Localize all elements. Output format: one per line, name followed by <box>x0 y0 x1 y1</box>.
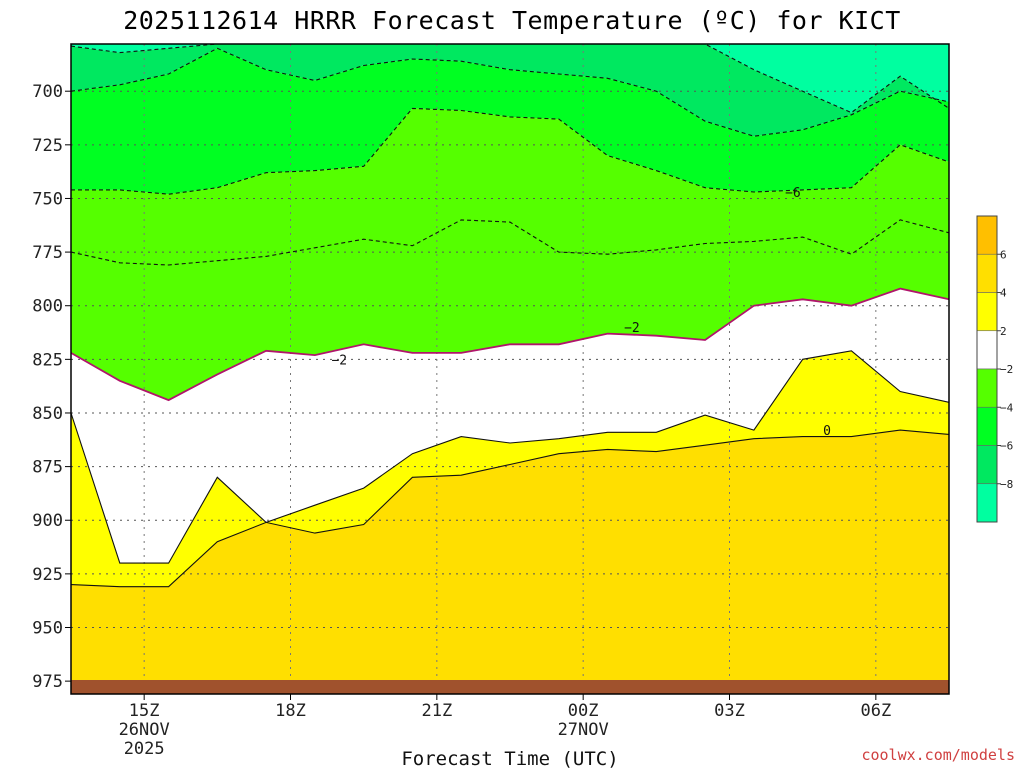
y-axis: 700 725 750 775 800 825 850 875 900 925 950 975 <box>32 82 71 692</box>
credit-link[interactable]: coolwx.com/models <box>861 746 1015 764</box>
y-tick-label-825: 825 <box>32 350 63 370</box>
colorbar-swatch-0 <box>976 215 998 255</box>
isotherm-minus2 <box>71 219 949 266</box>
y-tick-label-875: 875 <box>32 458 63 478</box>
x-tick-label-00Z: 00Z <box>568 701 599 721</box>
x-tick-label-18Z: 18Z <box>275 701 306 721</box>
isotherm-minus8 <box>71 44 949 114</box>
colorbar: 6 4 2 −2 −4 −6 −8 <box>976 215 1014 523</box>
plot-area <box>71 44 949 694</box>
colorbar-swatch-2 <box>976 292 998 332</box>
x-tick-label-06Z: 06Z <box>860 701 891 721</box>
isotherm-two <box>71 350 949 564</box>
plot-frame <box>70 43 950 695</box>
isotherm-four <box>71 429 949 588</box>
isotherm-minus4 <box>71 107 949 195</box>
temperature-band-0 <box>71 44 949 113</box>
colorbar-label-6: −8 <box>1000 478 1013 491</box>
x-axis-label: Forecast Time (UTC) <box>401 748 618 768</box>
colorbar-label-3: −2 <box>1000 363 1013 376</box>
y-tick-label-750: 750 <box>32 189 63 209</box>
contour-labels: −6 −2 −2 0 <box>331 186 831 439</box>
colorbar-label-0: 6 <box>1000 248 1007 261</box>
x-tick-label-03Z: 03Z <box>714 701 745 721</box>
colorbar-label-2: 2 <box>1000 325 1007 338</box>
y-tick-label-725: 725 <box>32 136 63 156</box>
y-tick-label-850: 850 <box>32 404 63 424</box>
chart-title: 2025112614 HRRR Forecast Temperature (ºC… <box>123 6 901 35</box>
y-tick-label-700: 700 <box>32 82 63 102</box>
contour-label-2: −2 <box>331 353 347 368</box>
colorbar-swatch-1 <box>976 253 998 293</box>
colorbar-swatch-4 <box>976 368 998 408</box>
contour-label-1: −2 <box>624 321 640 336</box>
y-tick-label-900: 900 <box>32 511 63 531</box>
x-tick-sublabel-27NOV: 27NOV <box>558 720 609 740</box>
isotherm-zero <box>71 287 949 402</box>
isotherm-contours <box>71 44 949 588</box>
contour-label-0: −6 <box>785 186 801 201</box>
x-tick-label-21Z: 21Z <box>421 701 452 721</box>
y-tick-label-950: 950 <box>32 618 63 638</box>
temperature-band-3 <box>71 108 949 401</box>
y-tick-label-800: 800 <box>32 297 63 317</box>
colorbar-swatch-7 <box>976 483 998 523</box>
y-tick-label-975: 975 <box>32 672 63 692</box>
y-tick-label-925: 925 <box>32 565 63 585</box>
colorbar-label-1: 4 <box>1000 287 1007 300</box>
ground-surface <box>71 680 949 694</box>
temperature-band-1 <box>71 44 949 137</box>
temperature-band-5 <box>71 430 949 694</box>
colorbar-swatch-6 <box>976 445 998 485</box>
colorbar-swatch-3 <box>976 330 998 370</box>
colorbar-label-4: −4 <box>1000 401 1014 414</box>
y-tick-label-775: 775 <box>32 243 63 263</box>
x-tick-sublabel-2025: 2025 <box>124 739 165 759</box>
x-tick-sublabel-26NOV: 26NOV <box>119 720 170 740</box>
isotherm-minus6 <box>71 47 949 137</box>
colorbar-swatch-5 <box>976 406 998 446</box>
contour-label-3: 0 <box>823 424 831 439</box>
x-tick-label-15Z: 15Z <box>129 701 160 721</box>
colorbar-label-5: −6 <box>1000 440 1013 453</box>
